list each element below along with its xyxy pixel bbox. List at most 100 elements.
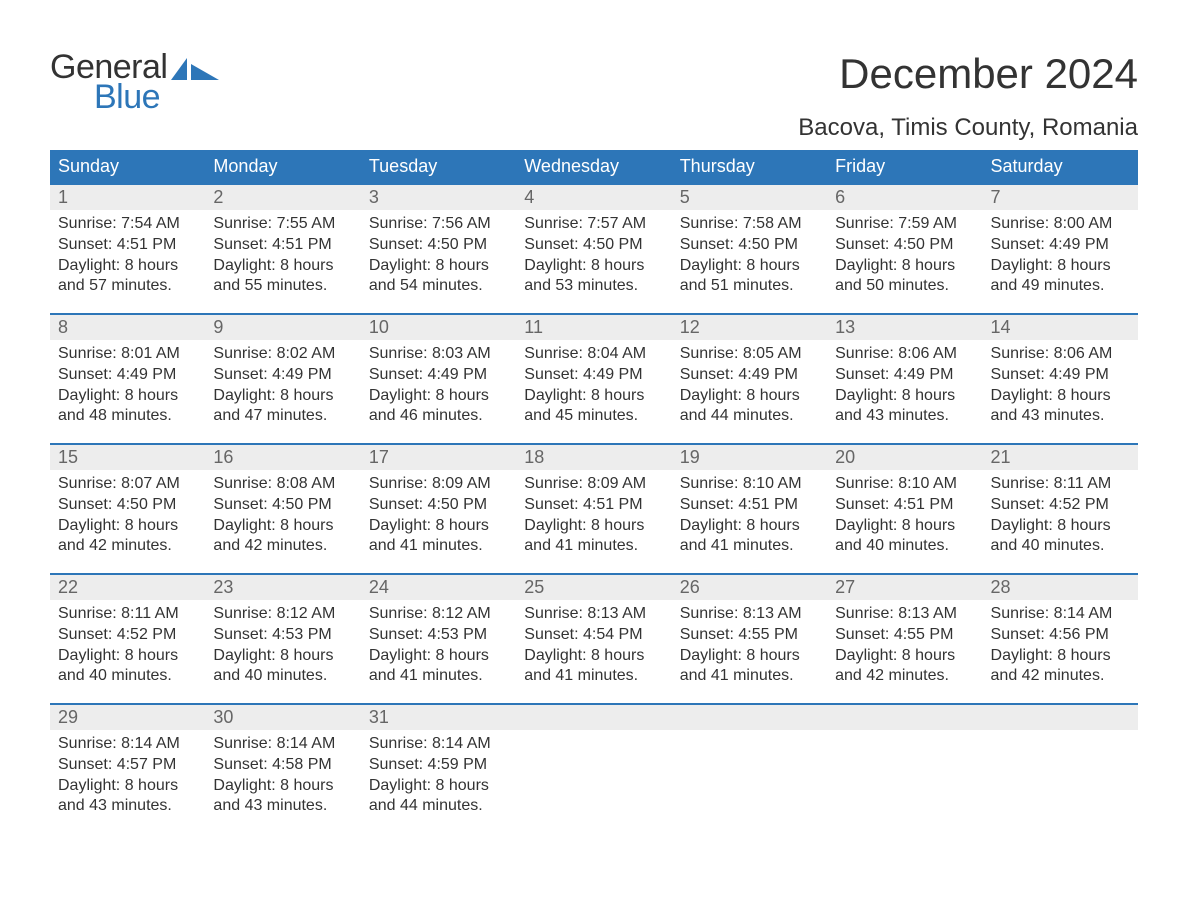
daylight-line: Daylight: 8 hours and 43 minutes.	[991, 386, 1130, 428]
calendar-cell	[983, 703, 1138, 833]
daylight-line: Daylight: 8 hours and 51 minutes.	[680, 256, 819, 298]
day-header: Monday	[205, 150, 360, 183]
day-number: 4	[516, 183, 671, 210]
daylight-line: Daylight: 8 hours and 40 minutes.	[213, 646, 352, 688]
calendar-cell: 14Sunrise: 8:06 AMSunset: 4:49 PMDayligh…	[983, 313, 1138, 443]
calendar-cell: 20Sunrise: 8:10 AMSunset: 4:51 PMDayligh…	[827, 443, 982, 573]
sunrise-line: Sunrise: 8:13 AM	[680, 604, 819, 625]
calendar-cell: 19Sunrise: 8:10 AMSunset: 4:51 PMDayligh…	[672, 443, 827, 573]
page-header: General Blue December 2024 Bacova, Timis…	[50, 50, 1138, 142]
calendar-cell: 27Sunrise: 8:13 AMSunset: 4:55 PMDayligh…	[827, 573, 982, 703]
calendar-cell: 7Sunrise: 8:00 AMSunset: 4:49 PMDaylight…	[983, 183, 1138, 313]
day-number: 2	[205, 183, 360, 210]
daylight-line: Daylight: 8 hours and 41 minutes.	[369, 646, 508, 688]
day-number: 11	[516, 313, 671, 340]
logo: General Blue	[50, 50, 219, 114]
daylight-line: Daylight: 8 hours and 50 minutes.	[835, 256, 974, 298]
day-number: 27	[827, 573, 982, 600]
day-header: Wednesday	[516, 150, 671, 183]
day-data: Sunrise: 8:12 AMSunset: 4:53 PMDaylight:…	[361, 600, 516, 695]
daylight-line: Daylight: 8 hours and 41 minutes.	[524, 516, 663, 558]
day-number: 20	[827, 443, 982, 470]
day-data: Sunrise: 8:04 AMSunset: 4:49 PMDaylight:…	[516, 340, 671, 435]
calendar-cell: 24Sunrise: 8:12 AMSunset: 4:53 PMDayligh…	[361, 573, 516, 703]
day-data: Sunrise: 8:09 AMSunset: 4:51 PMDaylight:…	[516, 470, 671, 565]
day-number: 24	[361, 573, 516, 600]
day-header: Tuesday	[361, 150, 516, 183]
day-number: 18	[516, 443, 671, 470]
calendar-cell: 15Sunrise: 8:07 AMSunset: 4:50 PMDayligh…	[50, 443, 205, 573]
daylight-line: Daylight: 8 hours and 40 minutes.	[835, 516, 974, 558]
sunrise-line: Sunrise: 8:10 AM	[680, 474, 819, 495]
day-data: Sunrise: 8:06 AMSunset: 4:49 PMDaylight:…	[983, 340, 1138, 435]
sunset-line: Sunset: 4:50 PM	[524, 235, 663, 256]
day-number: 1	[50, 183, 205, 210]
day-data: Sunrise: 7:58 AMSunset: 4:50 PMDaylight:…	[672, 210, 827, 305]
calendar-cell	[827, 703, 982, 833]
sunrise-line: Sunrise: 7:56 AM	[369, 214, 508, 235]
sunset-line: Sunset: 4:51 PM	[835, 495, 974, 516]
sunrise-line: Sunrise: 8:14 AM	[991, 604, 1130, 625]
day-data: Sunrise: 7:55 AMSunset: 4:51 PMDaylight:…	[205, 210, 360, 305]
daylight-line: Daylight: 8 hours and 40 minutes.	[58, 646, 197, 688]
daylight-line: Daylight: 8 hours and 42 minutes.	[991, 646, 1130, 688]
day-number: 5	[672, 183, 827, 210]
day-number: 3	[361, 183, 516, 210]
day-data: Sunrise: 8:06 AMSunset: 4:49 PMDaylight:…	[827, 340, 982, 435]
daylight-line: Daylight: 8 hours and 48 minutes.	[58, 386, 197, 428]
calendar-cell: 31Sunrise: 8:14 AMSunset: 4:59 PMDayligh…	[361, 703, 516, 833]
calendar-cell: 2Sunrise: 7:55 AMSunset: 4:51 PMDaylight…	[205, 183, 360, 313]
day-data: Sunrise: 8:14 AMSunset: 4:58 PMDaylight:…	[205, 730, 360, 825]
day-header: Sunday	[50, 150, 205, 183]
location-subtitle: Bacova, Timis County, Romania	[798, 114, 1138, 142]
sunrise-line: Sunrise: 7:58 AM	[680, 214, 819, 235]
day-data: Sunrise: 8:05 AMSunset: 4:49 PMDaylight:…	[672, 340, 827, 435]
day-data: Sunrise: 8:02 AMSunset: 4:49 PMDaylight:…	[205, 340, 360, 435]
day-header-row: Sunday Monday Tuesday Wednesday Thursday…	[50, 150, 1138, 183]
daylight-line: Daylight: 8 hours and 45 minutes.	[524, 386, 663, 428]
sunrise-line: Sunrise: 7:54 AM	[58, 214, 197, 235]
calendar-cell: 25Sunrise: 8:13 AMSunset: 4:54 PMDayligh…	[516, 573, 671, 703]
day-number: 29	[50, 703, 205, 730]
daylight-line: Daylight: 8 hours and 43 minutes.	[58, 776, 197, 818]
day-data: Sunrise: 8:14 AMSunset: 4:57 PMDaylight:…	[50, 730, 205, 825]
sunset-line: Sunset: 4:50 PM	[680, 235, 819, 256]
calendar-cell: 23Sunrise: 8:12 AMSunset: 4:53 PMDayligh…	[205, 573, 360, 703]
day-number: 23	[205, 573, 360, 600]
day-data: Sunrise: 8:13 AMSunset: 4:55 PMDaylight:…	[827, 600, 982, 695]
day-number: 25	[516, 573, 671, 600]
calendar-cell: 4Sunrise: 7:57 AMSunset: 4:50 PMDaylight…	[516, 183, 671, 313]
sunset-line: Sunset: 4:49 PM	[58, 365, 197, 386]
sunset-line: Sunset: 4:49 PM	[213, 365, 352, 386]
day-data: Sunrise: 8:09 AMSunset: 4:50 PMDaylight:…	[361, 470, 516, 565]
sunrise-line: Sunrise: 8:08 AM	[213, 474, 352, 495]
calendar-cell: 28Sunrise: 8:14 AMSunset: 4:56 PMDayligh…	[983, 573, 1138, 703]
day-data: Sunrise: 8:10 AMSunset: 4:51 PMDaylight:…	[827, 470, 982, 565]
calendar-cell: 8Sunrise: 8:01 AMSunset: 4:49 PMDaylight…	[50, 313, 205, 443]
sunrise-line: Sunrise: 8:00 AM	[991, 214, 1130, 235]
calendar-week-row: 8Sunrise: 8:01 AMSunset: 4:49 PMDaylight…	[50, 313, 1138, 443]
day-data: Sunrise: 7:57 AMSunset: 4:50 PMDaylight:…	[516, 210, 671, 305]
calendar-cell: 3Sunrise: 7:56 AMSunset: 4:50 PMDaylight…	[361, 183, 516, 313]
day-number: 14	[983, 313, 1138, 340]
day-data: Sunrise: 8:03 AMSunset: 4:49 PMDaylight:…	[361, 340, 516, 435]
sunrise-line: Sunrise: 8:14 AM	[58, 734, 197, 755]
daylight-line: Daylight: 8 hours and 49 minutes.	[991, 256, 1130, 298]
day-header: Friday	[827, 150, 982, 183]
calendar-cell: 30Sunrise: 8:14 AMSunset: 4:58 PMDayligh…	[205, 703, 360, 833]
day-number: 6	[827, 183, 982, 210]
calendar-cell: 1Sunrise: 7:54 AMSunset: 4:51 PMDaylight…	[50, 183, 205, 313]
daylight-line: Daylight: 8 hours and 41 minutes.	[680, 516, 819, 558]
sunset-line: Sunset: 4:51 PM	[524, 495, 663, 516]
sunrise-line: Sunrise: 7:55 AM	[213, 214, 352, 235]
daylight-line: Daylight: 8 hours and 55 minutes.	[213, 256, 352, 298]
sunrise-line: Sunrise: 8:13 AM	[835, 604, 974, 625]
day-data: Sunrise: 7:54 AMSunset: 4:51 PMDaylight:…	[50, 210, 205, 305]
daylight-line: Daylight: 8 hours and 42 minutes.	[213, 516, 352, 558]
calendar-cell: 12Sunrise: 8:05 AMSunset: 4:49 PMDayligh…	[672, 313, 827, 443]
day-data: Sunrise: 8:11 AMSunset: 4:52 PMDaylight:…	[983, 470, 1138, 565]
day-number-empty	[516, 703, 671, 730]
day-number-empty	[672, 703, 827, 730]
sunset-line: Sunset: 4:51 PM	[58, 235, 197, 256]
day-header: Thursday	[672, 150, 827, 183]
